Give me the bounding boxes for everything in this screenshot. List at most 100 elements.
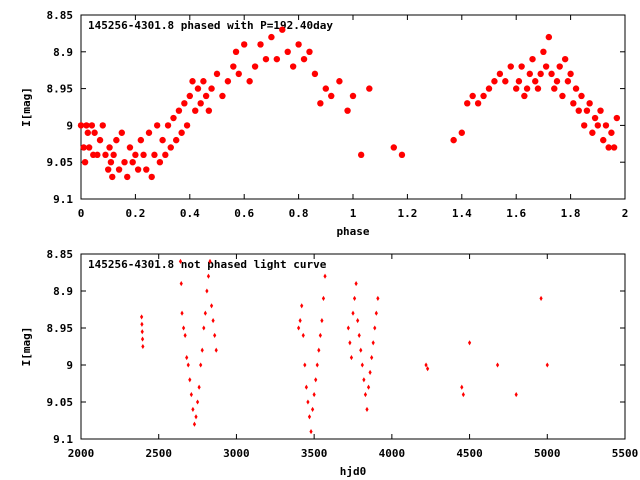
data-point bbox=[200, 78, 207, 85]
data-point bbox=[110, 151, 117, 159]
y-tick-label: 8.95 bbox=[47, 322, 74, 335]
data-point bbox=[548, 70, 555, 78]
data-point bbox=[306, 48, 313, 55]
y-axis-label: I[mag] bbox=[20, 87, 33, 127]
data-point bbox=[450, 136, 457, 144]
data-point bbox=[143, 166, 150, 173]
data-point bbox=[102, 151, 109, 159]
data-point bbox=[513, 85, 520, 92]
data-point bbox=[164, 122, 172, 129]
data-point bbox=[251, 63, 259, 70]
data-point bbox=[132, 151, 139, 159]
chart-title: 145256-4301.8 not phased light curve bbox=[88, 258, 327, 271]
data-point bbox=[167, 144, 174, 151]
data-point bbox=[77, 122, 85, 129]
data-point bbox=[398, 151, 406, 159]
data-point bbox=[529, 55, 536, 63]
x-tick-label: 1.8 bbox=[561, 207, 581, 220]
data-point bbox=[311, 70, 319, 78]
data-point bbox=[583, 107, 591, 114]
data-point bbox=[424, 362, 428, 368]
x-tick-label: 1.6 bbox=[506, 207, 526, 220]
data-point bbox=[84, 129, 92, 136]
y-tick-label: 8.9 bbox=[53, 285, 73, 298]
data-point bbox=[241, 41, 248, 48]
data-point bbox=[162, 151, 169, 159]
data-point bbox=[323, 273, 327, 279]
data-point bbox=[374, 310, 378, 316]
x-tick-label: 1.4 bbox=[452, 207, 472, 220]
data-point bbox=[156, 159, 164, 166]
data-point bbox=[118, 129, 126, 136]
data-point bbox=[80, 144, 87, 151]
data-point bbox=[515, 78, 523, 85]
data-point bbox=[208, 258, 212, 264]
data-point bbox=[126, 144, 134, 151]
data-point bbox=[134, 166, 142, 173]
data-point bbox=[366, 384, 371, 390]
data-point bbox=[129, 159, 136, 166]
data-point bbox=[581, 122, 588, 129]
x-tick-label: 0.4 bbox=[180, 207, 200, 220]
data-point bbox=[105, 166, 112, 173]
data-point bbox=[586, 100, 593, 107]
data-point bbox=[186, 92, 193, 100]
data-point bbox=[88, 122, 96, 129]
data-point bbox=[140, 151, 147, 159]
data-point bbox=[213, 332, 217, 338]
data-point bbox=[318, 332, 322, 338]
x-axis-label: hjd0 bbox=[340, 465, 367, 478]
data-point bbox=[597, 107, 604, 114]
data-point bbox=[257, 41, 264, 48]
data-point bbox=[181, 325, 186, 331]
data-point bbox=[356, 318, 360, 324]
data-point bbox=[188, 377, 192, 383]
data-point bbox=[109, 173, 116, 181]
y-tick-label: 9.05 bbox=[47, 396, 74, 409]
data-point bbox=[469, 92, 476, 100]
data-point bbox=[507, 63, 514, 70]
data-point bbox=[390, 144, 397, 151]
data-point bbox=[178, 129, 185, 136]
data-point bbox=[594, 122, 601, 129]
y-tick-label: 8.85 bbox=[47, 9, 74, 22]
data-point bbox=[83, 122, 90, 129]
data-point bbox=[183, 332, 187, 338]
x-tick-label: 3000 bbox=[223, 447, 250, 460]
data-point bbox=[140, 314, 144, 320]
data-point bbox=[485, 85, 493, 92]
data-point bbox=[610, 144, 618, 151]
data-point bbox=[85, 144, 93, 151]
data-point bbox=[559, 92, 566, 100]
data-point bbox=[376, 295, 380, 301]
data-point bbox=[575, 107, 582, 114]
data-point bbox=[200, 347, 204, 353]
data-point bbox=[178, 258, 183, 264]
data-point bbox=[183, 122, 191, 129]
data-point bbox=[96, 136, 104, 144]
data-point bbox=[344, 107, 351, 114]
data-point bbox=[328, 92, 335, 100]
data-point bbox=[284, 48, 291, 55]
data-point bbox=[371, 340, 375, 346]
data-point bbox=[348, 340, 352, 346]
data-point bbox=[542, 63, 550, 70]
data-point bbox=[539, 295, 543, 301]
data-point bbox=[175, 107, 183, 114]
data-point bbox=[600, 136, 607, 144]
data-point bbox=[532, 78, 539, 85]
x-axis-label: phase bbox=[336, 225, 369, 238]
data-point bbox=[179, 281, 183, 287]
data-point bbox=[556, 63, 563, 70]
data-point bbox=[545, 33, 553, 41]
plot-frame bbox=[80, 253, 626, 440]
data-point bbox=[426, 366, 430, 372]
data-point bbox=[199, 362, 203, 368]
data-point bbox=[458, 129, 465, 136]
data-point bbox=[107, 159, 115, 166]
data-point bbox=[214, 347, 218, 353]
data-point bbox=[310, 406, 315, 412]
data-point bbox=[320, 318, 324, 324]
plot-frame bbox=[80, 14, 626, 200]
